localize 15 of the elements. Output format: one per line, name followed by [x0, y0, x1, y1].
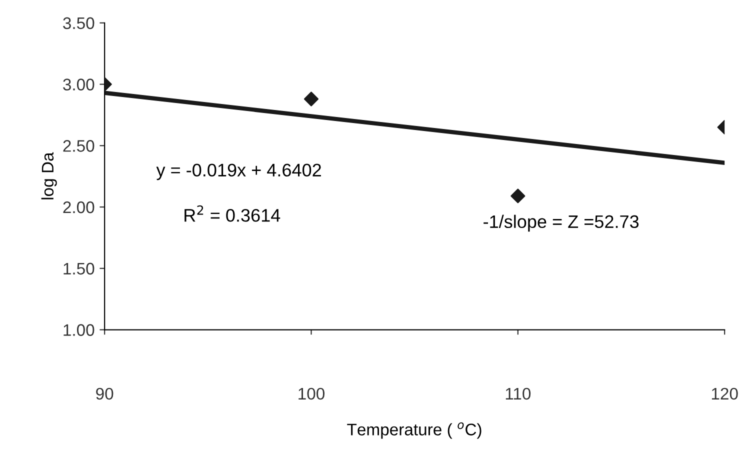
y-tick-label: 2.50: [63, 140, 94, 152]
annotation: R$^{2}$ = 0.3614: [184, 205, 280, 222]
y-tick-label: 3.00: [63, 78, 94, 90]
x-tick-label: 90: [96, 388, 114, 400]
y-tick-label: 1.00: [64, 324, 94, 336]
annotation: -1/slope = Z =52.73: [484, 214, 639, 232]
y-tick-label: 3.50: [63, 17, 94, 30]
y-tick-label: 1.50: [64, 262, 94, 275]
x-tick-label: 100: [298, 388, 325, 400]
y-axis-title: log Da: [41, 152, 57, 200]
x-axis-title: Temperature ( $^{o}$C): [347, 422, 482, 439]
x-tick-label: 120: [712, 388, 738, 400]
annotation: y = -0.019x + 4.6402: [156, 164, 321, 180]
x-tick-label: 110: [506, 388, 531, 400]
y-tick-label: 2.00: [63, 201, 94, 214]
